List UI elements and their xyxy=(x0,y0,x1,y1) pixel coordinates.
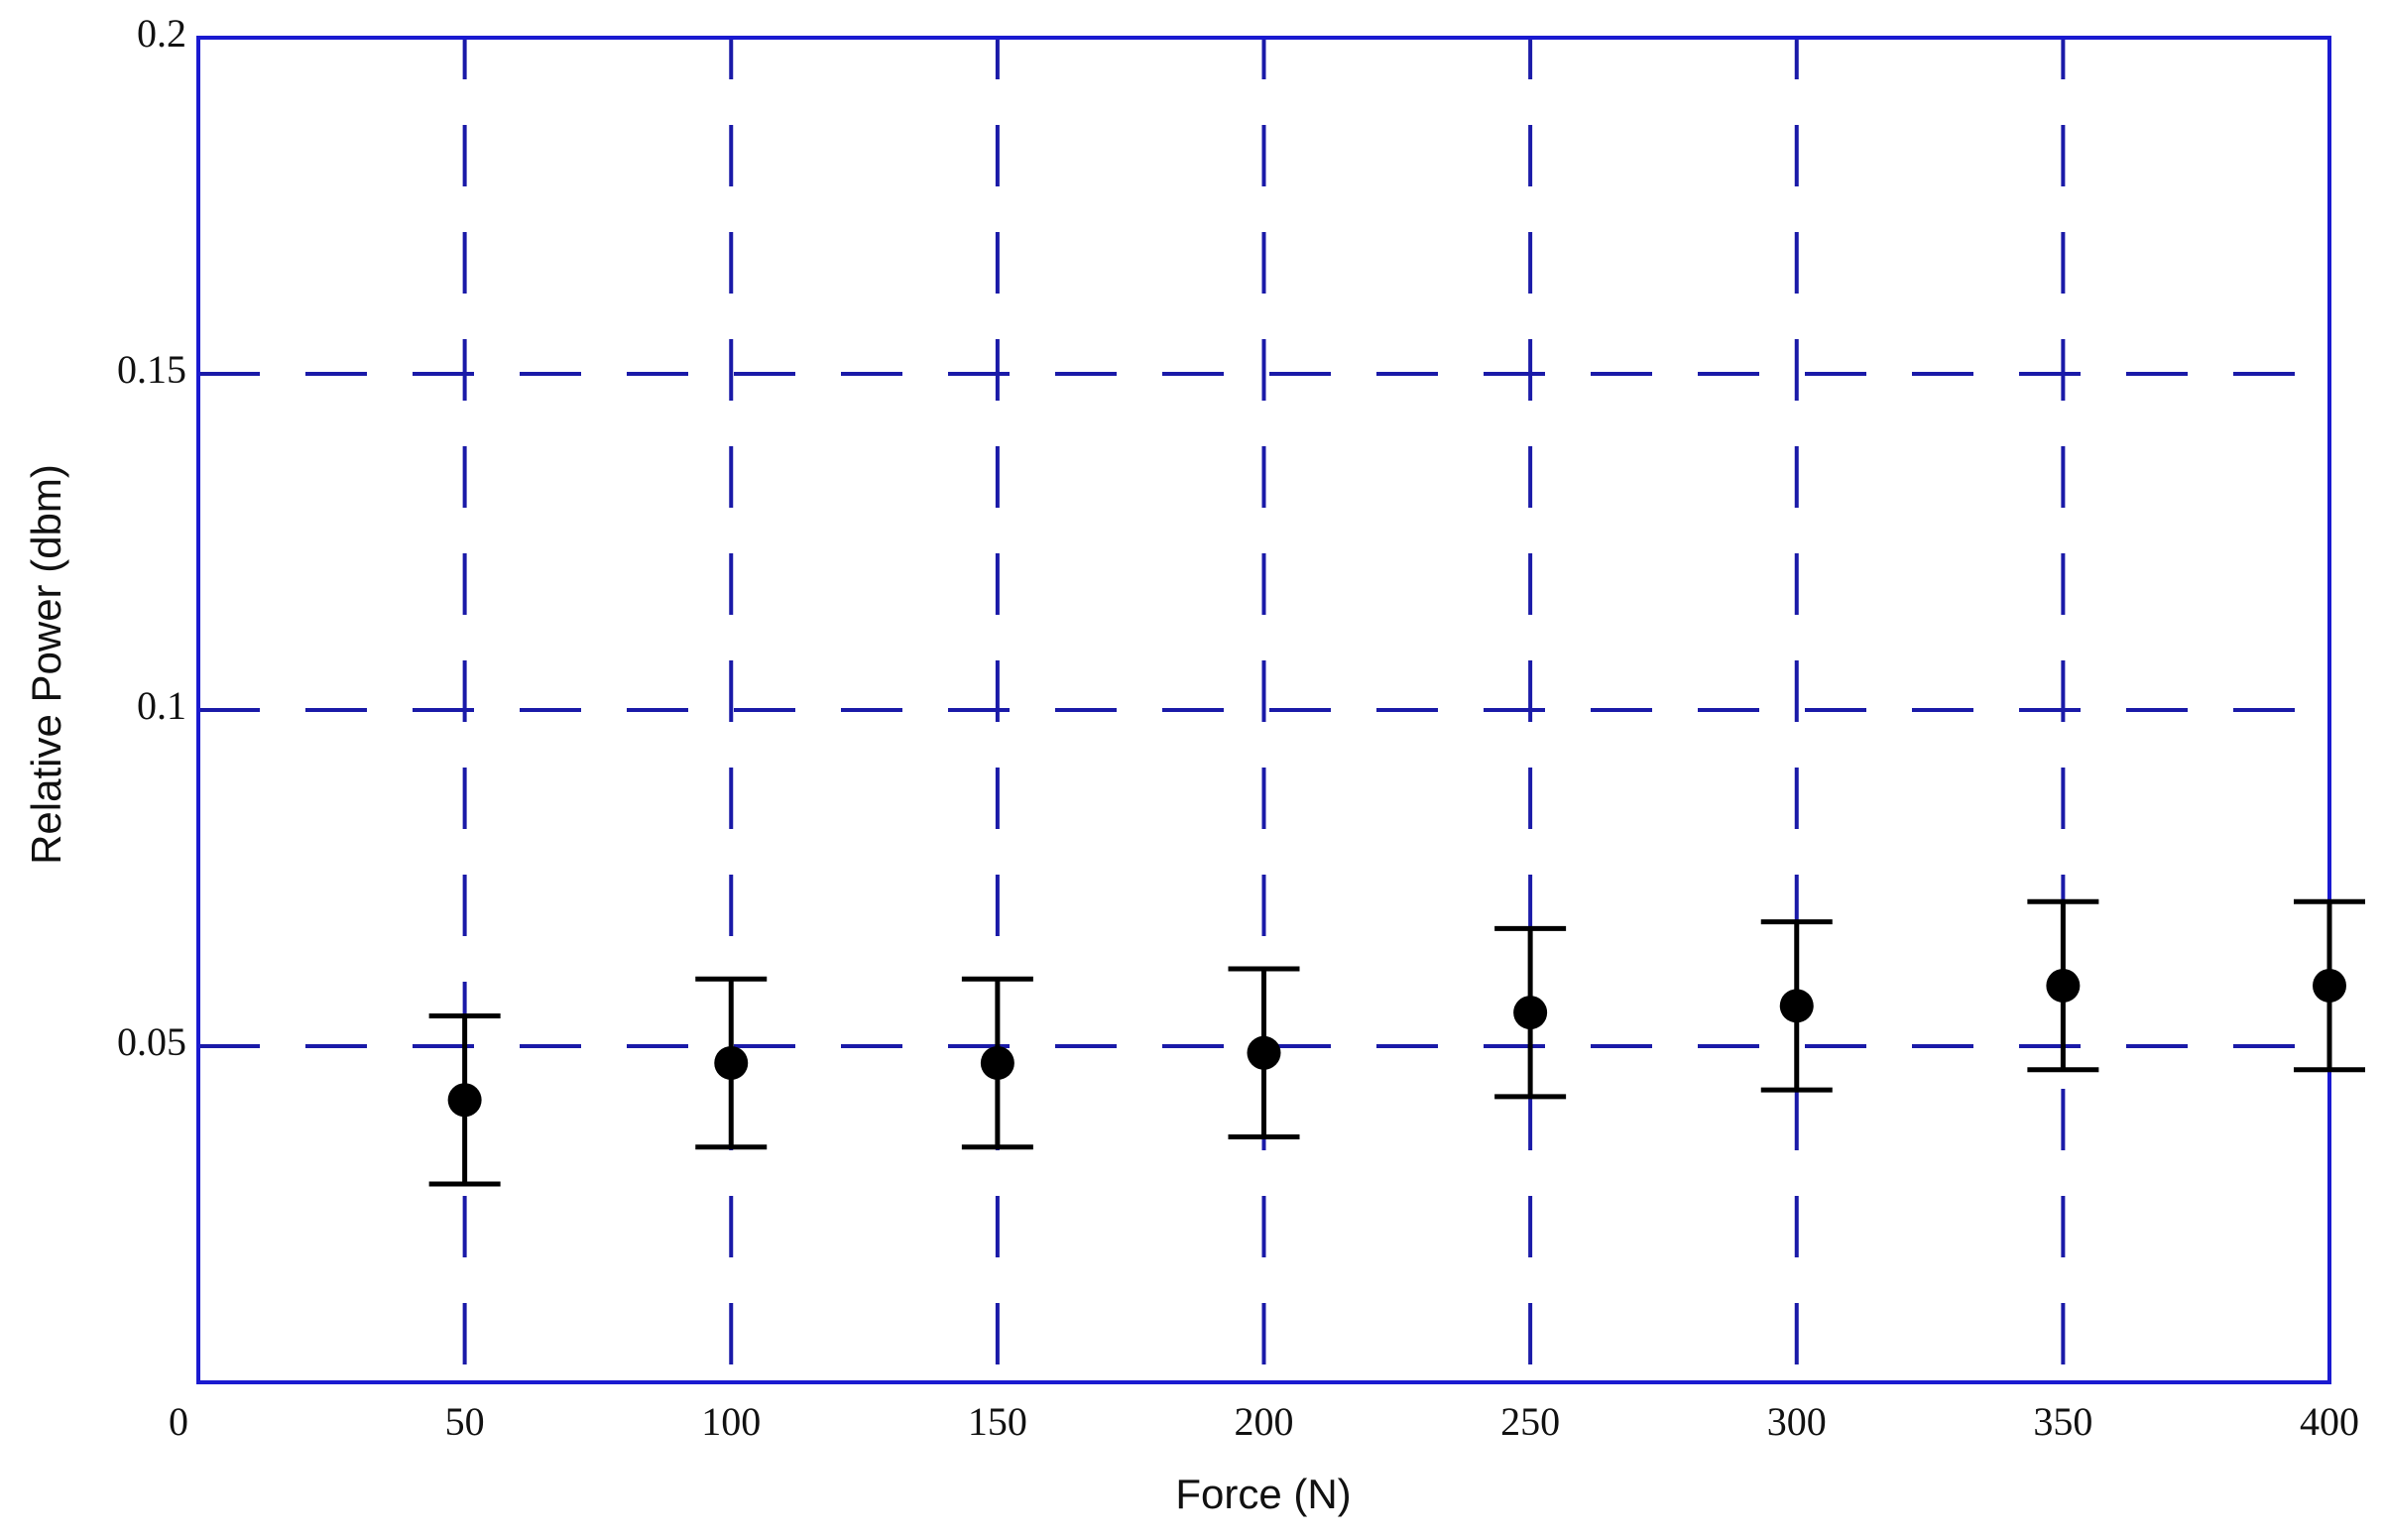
x-tick-label: 100 xyxy=(701,1399,761,1444)
plot-frame xyxy=(196,36,2331,1384)
x-tick-label: 300 xyxy=(1767,1399,1827,1444)
data-point xyxy=(1779,989,1814,1023)
x-tick-label: 200 xyxy=(1235,1399,1294,1444)
x-tick-label: 150 xyxy=(968,1399,1027,1444)
data-point xyxy=(447,1083,482,1118)
data-point xyxy=(1513,996,1548,1030)
y-tick-label: 0.2 xyxy=(137,11,186,56)
data-point xyxy=(1247,1035,1281,1070)
x-tick-label: 0 xyxy=(169,1399,188,1444)
y-axis-label: Relative Power (dbm) xyxy=(23,464,69,865)
y-tick-label: 0.05 xyxy=(117,1019,186,1064)
data-point xyxy=(2313,968,2346,1003)
x-tick-label: 400 xyxy=(2300,1399,2359,1444)
x-tick-label: 50 xyxy=(445,1399,485,1444)
y-tick-label: 0.1 xyxy=(137,683,186,728)
x-tick-label: 350 xyxy=(2033,1399,2092,1444)
x-tick-label: 250 xyxy=(1500,1399,1560,1444)
data-point xyxy=(714,1045,749,1080)
x-axis-label: Force (N) xyxy=(1175,1471,1351,1517)
y-tick-label: 0.15 xyxy=(117,347,186,392)
data-point xyxy=(980,1045,1014,1080)
data-point xyxy=(2046,968,2081,1003)
